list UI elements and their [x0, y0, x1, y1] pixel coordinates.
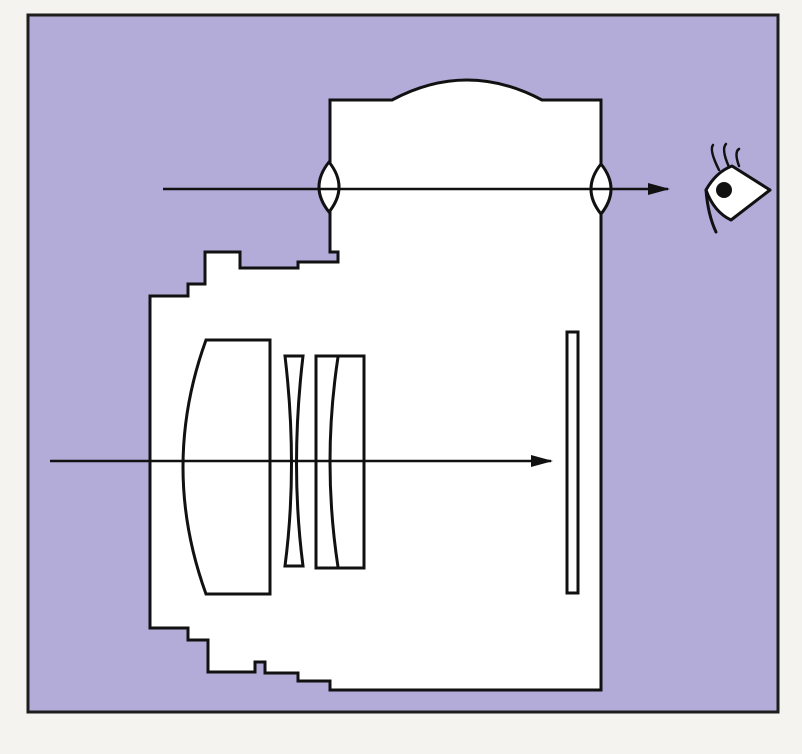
image-sensor	[565, 330, 580, 595]
eye-pupil	[716, 182, 732, 198]
lens-element-front	[181, 338, 272, 596]
eye-icon	[704, 142, 772, 234]
eyelashes	[710, 142, 741, 172]
viewfinder-front-lens	[317, 159, 341, 215]
eye-lower-lid	[704, 188, 718, 234]
